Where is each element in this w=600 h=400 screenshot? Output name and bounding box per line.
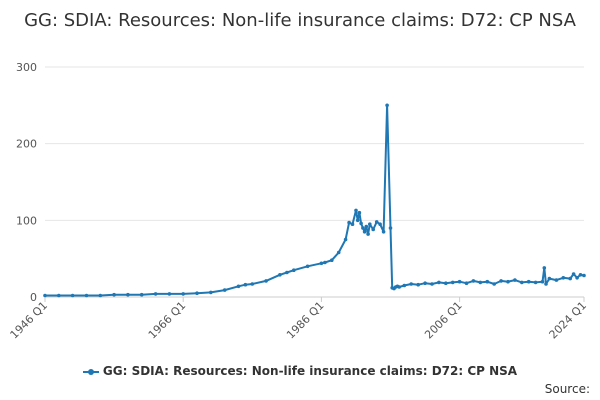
- data-point[interactable]: [355, 218, 360, 223]
- data-point[interactable]: [243, 282, 248, 287]
- data-point[interactable]: [402, 283, 407, 288]
- data-point[interactable]: [385, 103, 389, 108]
- data-point[interactable]: [153, 292, 158, 296]
- x-tick-label: 2024 Q1: [547, 299, 590, 342]
- data-point[interactable]: [374, 220, 379, 224]
- data-point[interactable]: [575, 276, 579, 280]
- data-point[interactable]: [70, 293, 75, 298]
- chart-title: GG: SDIA: Resources: Non-life insurance …: [24, 10, 576, 31]
- data-point[interactable]: [478, 280, 483, 285]
- data-point[interactable]: [364, 224, 369, 229]
- data-point[interactable]: [533, 280, 538, 285]
- legend-label: GG: SDIA: Resources: Non-life insurance …: [102, 364, 518, 378]
- data-point[interactable]: [547, 276, 552, 281]
- legend-line-marker-icon: [82, 367, 99, 377]
- data-point[interactable]: [57, 293, 61, 298]
- data-point[interactable]: [285, 270, 289, 275]
- data-point[interactable]: [264, 279, 268, 283]
- data-point[interactable]: [98, 293, 103, 298]
- series-layer: [43, 103, 586, 298]
- source-label: Source:: [544, 382, 590, 396]
- y-tick-label: 200: [16, 138, 37, 151]
- data-point[interactable]: [319, 261, 324, 266]
- data-point[interactable]: [361, 226, 365, 230]
- data-point[interactable]: [388, 226, 393, 230]
- data-point[interactable]: [571, 272, 576, 276]
- y-tick-label: 300: [16, 61, 37, 74]
- data-point[interactable]: [359, 221, 363, 226]
- data-point[interactable]: [457, 279, 462, 284]
- data-point[interactable]: [222, 288, 227, 292]
- y-axis-tick-labels: 0 100 200 300: [16, 61, 37, 304]
- x-tick-label: 1986 Q1: [284, 299, 327, 342]
- data-point[interactable]: [209, 290, 213, 295]
- data-point[interactable]: [492, 282, 497, 286]
- data-point[interactable]: [554, 278, 559, 282]
- data-point[interactable]: [305, 264, 310, 269]
- data-point[interactable]: [126, 292, 130, 297]
- data-point[interactable]: [430, 282, 434, 286]
- data-point[interactable]: [381, 230, 386, 234]
- data-point[interactable]: [195, 291, 199, 296]
- data-point[interactable]: [371, 227, 376, 232]
- data-point[interactable]: [561, 276, 566, 280]
- data-point[interactable]: [362, 230, 367, 234]
- data-point[interactable]: [378, 222, 382, 226]
- data-point[interactable]: [540, 279, 545, 284]
- data-point[interactable]: [513, 278, 517, 282]
- y-tick-label: 100: [16, 214, 37, 227]
- data-point[interactable]: [526, 279, 531, 284]
- data-point[interactable]: [112, 292, 116, 297]
- data-point[interactable]: [357, 210, 362, 215]
- data-point[interactable]: [485, 279, 490, 284]
- data-point[interactable]: [568, 276, 572, 281]
- data-point[interactable]: [368, 222, 372, 226]
- data-point[interactable]: [236, 284, 241, 289]
- data-point[interactable]: [397, 285, 402, 289]
- data-point[interactable]: [347, 220, 351, 225]
- y-tick-label: 0: [30, 291, 37, 304]
- data-point[interactable]: [250, 282, 255, 286]
- legend[interactable]: GG: SDIA: Resources: Non-life insurance …: [0, 364, 600, 378]
- x-tick-label: 1966 Q1: [146, 299, 189, 342]
- data-point[interactable]: [409, 282, 414, 286]
- x-tick-label: 1946 Q1: [8, 299, 51, 342]
- data-point[interactable]: [471, 279, 476, 283]
- grid-lines: [45, 66, 584, 298]
- data-point[interactable]: [582, 273, 586, 278]
- data-point[interactable]: [84, 293, 89, 298]
- series-line-0: [45, 104, 585, 297]
- data-point[interactable]: [416, 282, 421, 287]
- x-axis-tick-labels: 1946 Q1 1966 Q1 1986 Q1 2006 Q1 2024 Q1: [8, 297, 590, 342]
- data-point[interactable]: [181, 292, 185, 296]
- data-point[interactable]: [366, 232, 370, 236]
- data-point[interactable]: [444, 281, 448, 286]
- x-tick-label: 2006 Q1: [422, 299, 465, 342]
- data-point[interactable]: [292, 268, 296, 273]
- data-point[interactable]: [343, 237, 348, 242]
- data-point[interactable]: [578, 273, 583, 277]
- data-point[interactable]: [520, 280, 524, 285]
- data-point[interactable]: [506, 279, 510, 284]
- data-point[interactable]: [464, 281, 469, 286]
- data-point[interactable]: [437, 280, 441, 285]
- data-point[interactable]: [139, 292, 144, 297]
- data-point[interactable]: [350, 222, 355, 226]
- data-point[interactable]: [323, 260, 327, 265]
- data-point[interactable]: [354, 208, 358, 213]
- data-point[interactable]: [450, 280, 455, 285]
- data-point[interactable]: [43, 293, 47, 298]
- data-point[interactable]: [544, 282, 548, 286]
- data-point[interactable]: [330, 258, 334, 263]
- data-point[interactable]: [278, 273, 282, 277]
- data-point[interactable]: [423, 281, 427, 286]
- data-point[interactable]: [499, 279, 503, 283]
- data-point[interactable]: [542, 266, 547, 270]
- data-point[interactable]: [336, 250, 341, 255]
- data-point[interactable]: [167, 292, 172, 296]
